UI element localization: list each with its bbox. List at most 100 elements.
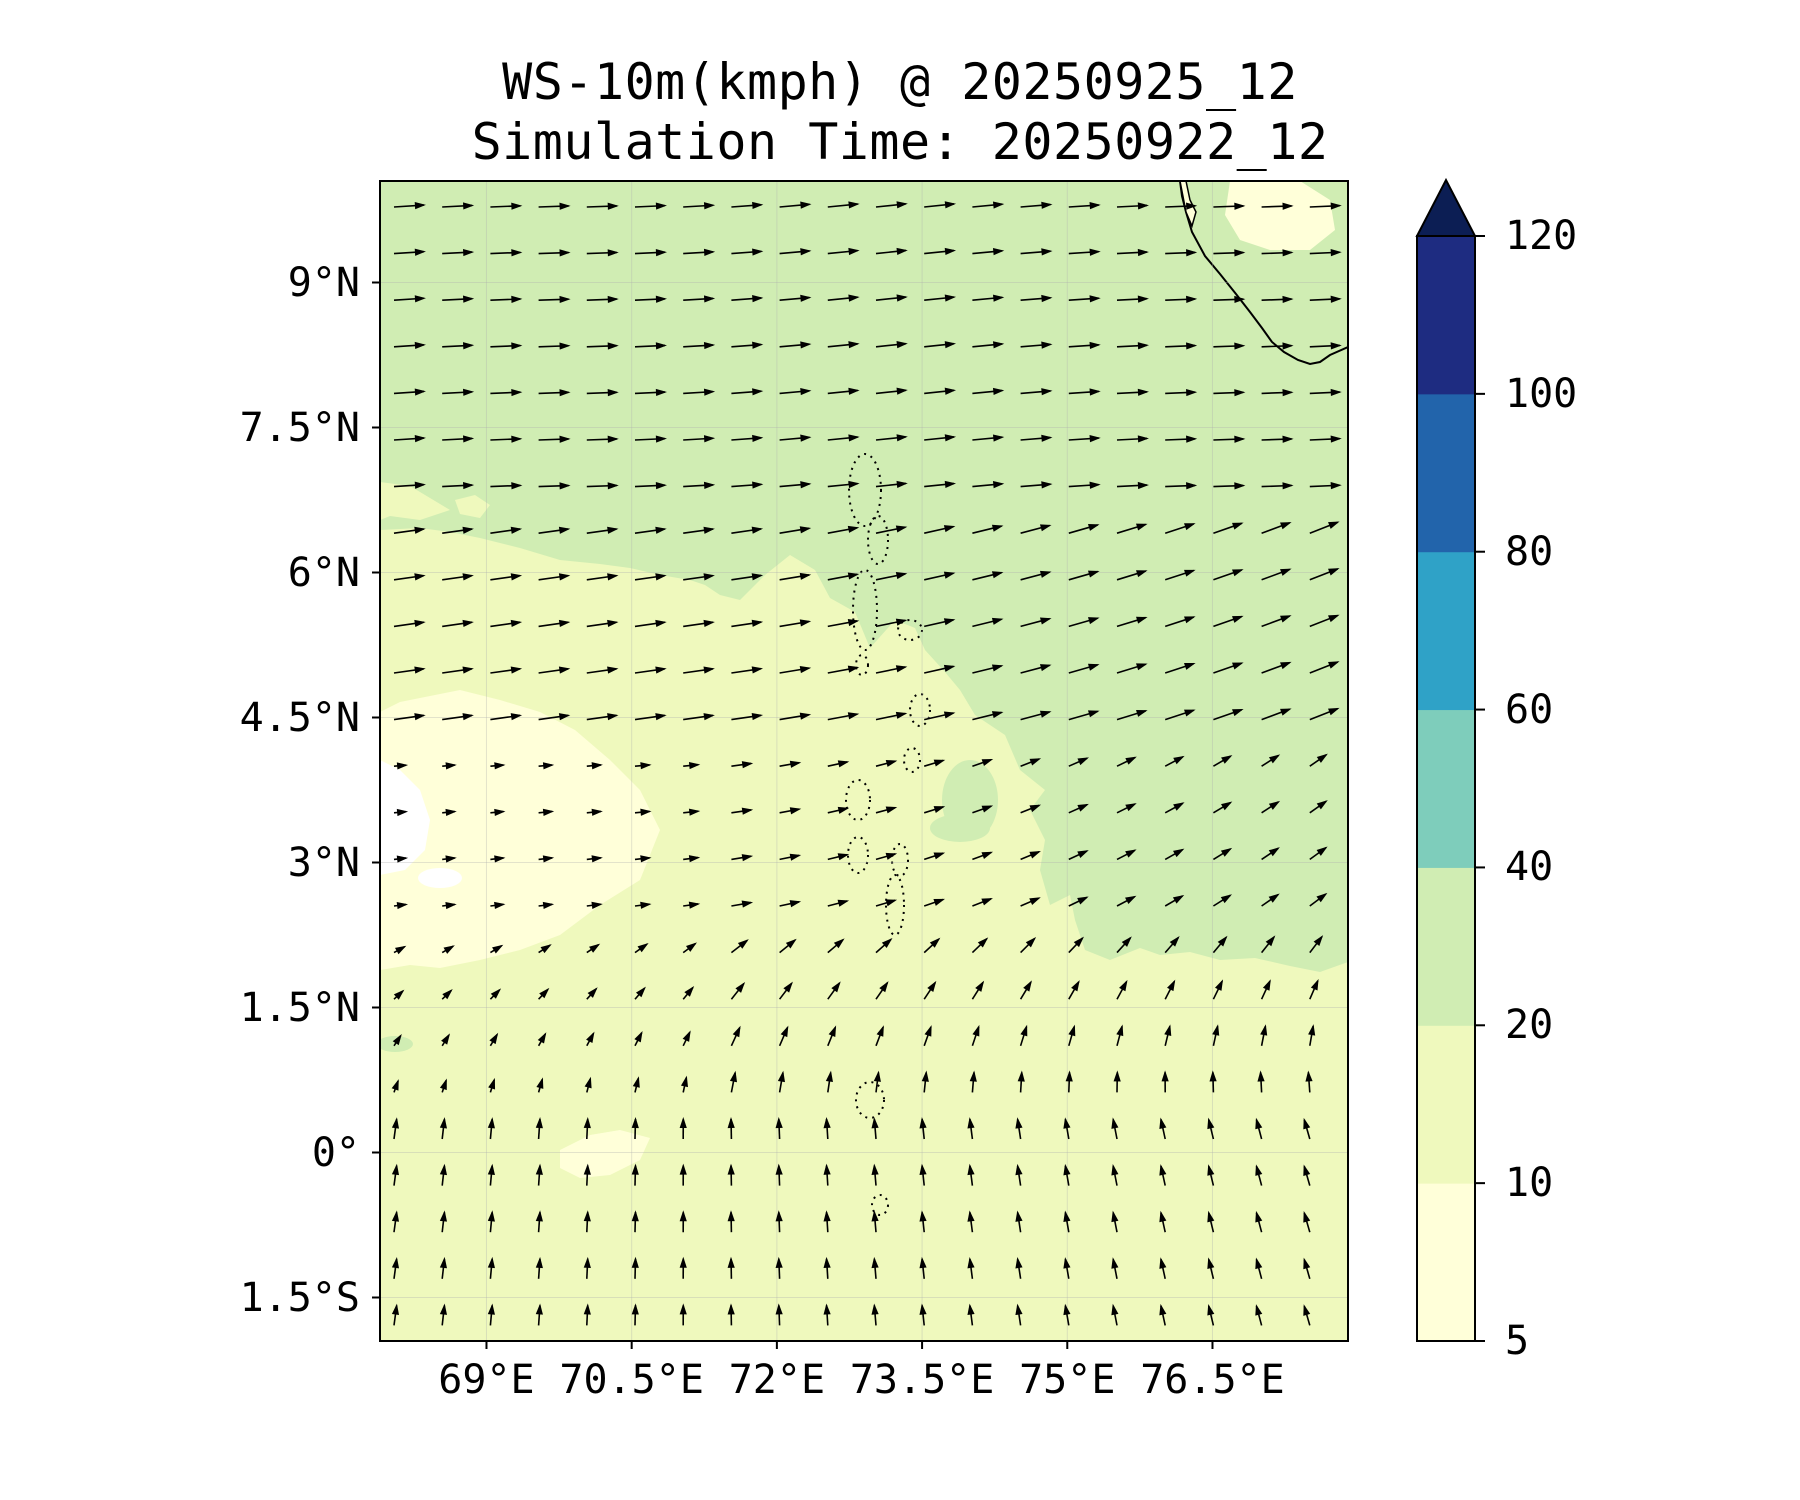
wind-vector-head: [1303, 1304, 1311, 1316]
wind-vector-head: [751, 713, 764, 721]
wind-vector-head: [1068, 1024, 1076, 1037]
wind-vector-head: [1023, 980, 1032, 992]
wind-vector-head: [1159, 1117, 1167, 1130]
maldives-atoll-outline: [867, 515, 889, 565]
wind-vector-head: [1164, 1024, 1172, 1036]
wind-vector-head: [494, 762, 506, 770]
wind-vector-head: [933, 806, 946, 813]
wind-vector-head: [1116, 1024, 1124, 1037]
wind-vector-head: [1186, 388, 1198, 397]
wind-vector-head: [414, 481, 426, 489]
wind-vector-head: [1015, 1257, 1023, 1269]
wind-vector-head: [1159, 1164, 1167, 1176]
wind-vector-head: [929, 937, 941, 948]
wind-vector-head: [799, 526, 812, 534]
wind-vector-head: [607, 526, 619, 534]
wind-vector-head: [396, 762, 409, 770]
wind-vector-head: [848, 247, 860, 256]
wind-vector-head: [752, 248, 764, 256]
wind-vector-head: [727, 1303, 735, 1315]
wind-vector-head: [1232, 615, 1244, 623]
wind-vector-head: [1207, 1304, 1215, 1316]
wind-vector-head: [789, 900, 802, 908]
wind-vector-head: [1113, 1070, 1121, 1082]
colorbar-frame: [1416, 235, 1476, 1342]
wind-vector-head: [1232, 662, 1244, 670]
wind-vector-head: [1029, 850, 1041, 859]
wind-vector-head: [1161, 1070, 1169, 1082]
wind-vector-head: [655, 573, 667, 581]
wind-vector-head: [1111, 1257, 1119, 1269]
wind-vector-head: [1071, 980, 1080, 992]
wind-vector-head: [1089, 435, 1101, 443]
wind-vector-head: [445, 808, 457, 817]
wind-vector-head: [1184, 569, 1196, 577]
wind-vector-head: [439, 1303, 448, 1315]
wind-vector-head: [967, 1163, 975, 1176]
wind-vector-head: [1137, 481, 1149, 490]
wind-vector-head: [703, 248, 716, 256]
maldives-atoll-outline: [903, 747, 921, 773]
maldives-atoll-outline: [855, 1081, 885, 1119]
wind-vector-head: [1137, 248, 1149, 257]
wind-vector-head: [1121, 936, 1132, 947]
wind-vector-head: [655, 295, 667, 303]
wind-vector-head: [885, 759, 898, 767]
wind-vector-head: [919, 1117, 927, 1129]
wind-vector-head: [871, 1163, 879, 1175]
wind-vector-head: [1186, 202, 1198, 210]
wind-vector-head: [919, 1303, 927, 1315]
wind-vector-head: [943, 664, 956, 672]
wind-vector-head: [831, 981, 841, 993]
wind-vector-head: [391, 1210, 400, 1222]
wind-vector-head: [679, 1303, 687, 1315]
wind-vector-head: [741, 807, 754, 815]
colorbar-segment: [1417, 1183, 1475, 1342]
wind-vector-head: [607, 389, 619, 397]
maldives-atoll-outline: [855, 654, 869, 676]
wind-vector-head: [439, 1163, 448, 1176]
wind-vector-head: [583, 1163, 591, 1175]
wind-vector-head: [655, 249, 667, 257]
wind-vector-head: [511, 342, 523, 350]
wind-vector-head: [488, 1077, 496, 1090]
wind-vector-head: [583, 1210, 591, 1222]
wind-vector-head: [780, 1025, 789, 1038]
wind-vector-head: [414, 526, 426, 534]
wind-vector-head: [655, 619, 667, 628]
wind-vector-head: [511, 388, 523, 397]
wind-vector-head: [919, 1210, 927, 1222]
wind-vector-head: [1184, 663, 1196, 670]
map-title-line2: Simulation Time: 20250922_12: [471, 113, 1329, 171]
maldives-atoll-outline: [847, 836, 869, 874]
wind-vector-head: [1039, 710, 1052, 718]
wind-vector-head: [1111, 1303, 1119, 1316]
wind-vector-head: [895, 572, 908, 580]
wind-vector-head: [1268, 847, 1280, 857]
wind-vector-head: [559, 342, 571, 350]
wind-vector-head: [927, 980, 937, 993]
wind-vector-head: [741, 761, 754, 769]
wind-vector-head: [607, 619, 619, 628]
wind-vector-head: [1025, 936, 1037, 948]
maldives-atoll-outline: [885, 874, 905, 936]
colorbar-tick-label: 5: [1505, 1318, 1530, 1364]
wind-field-5-10-patch: [560, 1130, 650, 1178]
wind-vector-head: [1169, 936, 1180, 947]
wind-vector-head: [655, 342, 667, 350]
wind-vector-head: [800, 341, 812, 349]
wind-field-10-20-patch: [455, 495, 490, 518]
wind-vector-head: [992, 341, 1005, 349]
wind-vector-head: [510, 526, 523, 534]
wind-vector-head: [848, 341, 860, 349]
wind-vector-head: [977, 937, 989, 948]
wind-vector-head: [823, 1303, 831, 1315]
wind-vector-head: [535, 1163, 543, 1175]
wind-vector-head: [391, 1163, 400, 1176]
wind-vector-head: [823, 1210, 831, 1222]
wind-vector-head: [1077, 896, 1089, 905]
wind-vector-head: [559, 202, 571, 210]
wind-vector-head: [1029, 804, 1042, 813]
wind-vector-head: [919, 1163, 927, 1176]
wind-vector-head: [558, 526, 571, 534]
